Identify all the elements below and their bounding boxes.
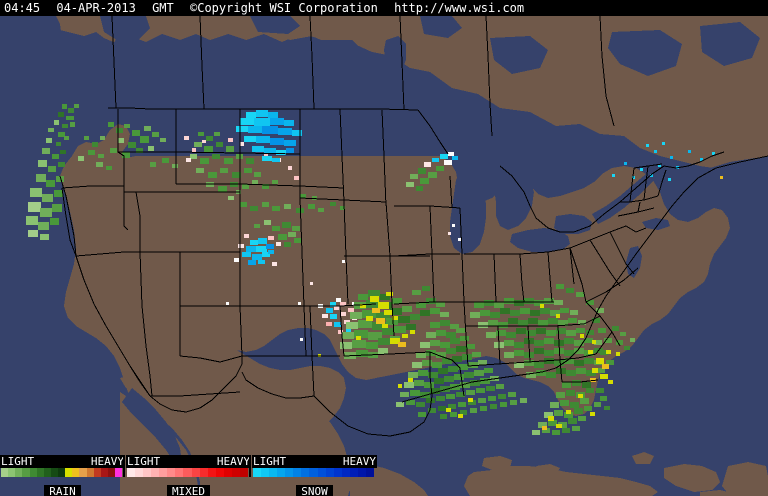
legend-snow-footer: SNOW: [252, 480, 377, 496]
legend-snow-heavy-label: HEAVY: [342, 455, 376, 468]
legend-color-step: [135, 468, 144, 477]
legend-mixed-footer: MIXED: [126, 480, 251, 496]
legend-divider-1: [123, 455, 125, 477]
legend-color-step: [223, 468, 232, 477]
landmass-canada: [0, 16, 768, 176]
radar-legend: LIGHT HEAVY RAIN LIGHT HEAVY MIXED LIGHT: [0, 455, 384, 496]
legend-color-step: [115, 468, 123, 477]
legend-color-step: [36, 468, 44, 477]
legend-color-step: [29, 468, 37, 477]
legend-snow-light-label: LIGHT: [253, 455, 287, 468]
legend-color-step: [231, 468, 240, 477]
legend-color-step: [207, 468, 216, 477]
legend-color-step: [239, 468, 248, 477]
puget-sound-waterways: [54, 36, 138, 144]
timestamp-timezone: GMT: [152, 1, 174, 15]
legend-color-step: [100, 468, 108, 477]
legend-rain-gradient: [1, 468, 123, 477]
header-bar: 04:45 04-APR-2013 GMT ©Copyright WSI Cor…: [0, 0, 768, 16]
legend-color-step: [349, 468, 358, 477]
legend-divider-2: [249, 455, 251, 477]
west-coast-detail: [60, 176, 346, 436]
legend-color-step: [65, 468, 73, 477]
legend-mixed-light-label: LIGHT: [127, 455, 161, 468]
legend-color-step: [191, 468, 200, 477]
east-coast-features: [626, 218, 670, 278]
legend-color-step: [22, 468, 30, 477]
coastline-outline: [59, 155, 768, 403]
legend-snow-header: LIGHT HEAVY: [252, 455, 377, 468]
precip-inland-northwest: [96, 122, 178, 170]
source-url[interactable]: http://www.wsi.com: [394, 1, 525, 15]
legend-block-rain: LIGHT HEAVY RAIN: [0, 455, 125, 496]
legend-color-step: [301, 468, 310, 477]
atlantic-gulf-water: [120, 156, 768, 496]
legend-color-step: [79, 468, 87, 477]
legend-color-step: [15, 468, 23, 477]
copyright-notice: ©Copyright WSI Corporation: [190, 1, 378, 15]
legend-color-step: [72, 468, 80, 477]
legend-color-step: [199, 468, 208, 477]
legend-rain-heavy-label: HEAVY: [90, 455, 124, 468]
legend-color-step: [127, 468, 136, 477]
legend-color-step: [357, 468, 366, 477]
legend-color-step: [86, 468, 94, 477]
caribbean-islands: [228, 452, 768, 496]
legend-color-step: [58, 468, 66, 477]
legend-color-step: [293, 468, 302, 477]
legend-color-step: [325, 468, 334, 477]
legend-color-step: [8, 468, 16, 477]
legend-color-step: [333, 468, 342, 477]
legend-snow-gradient: [253, 468, 374, 477]
legend-block-mixed: LIGHT HEAVY MIXED: [126, 455, 251, 496]
legend-mixed-header: LIGHT HEAVY: [126, 455, 251, 468]
legend-color-step: [365, 468, 374, 477]
legend-block-snow: LIGHT HEAVY SNOW: [252, 455, 377, 496]
pacific-ocean: [0, 16, 62, 496]
legend-mixed-heavy-label: HEAVY: [216, 455, 250, 468]
political-borders: [61, 16, 725, 437]
legend-color-step: [167, 468, 176, 477]
legend-rain-footer: RAIN: [0, 480, 125, 496]
precip-upper-michigan: [406, 152, 458, 191]
precipitation-layer: [26, 104, 723, 435]
legend-rain-header: LIGHT HEAVY: [0, 455, 125, 468]
precip-florida: [532, 380, 610, 435]
legend-color-step: [143, 468, 152, 477]
legend-snow-title: SNOW: [296, 485, 333, 496]
legend-color-step: [50, 468, 58, 477]
radar-map[interactable]: [0, 16, 768, 496]
precip-northern-rockies: [184, 132, 299, 192]
legend-color-step: [285, 468, 294, 477]
legend-color-step: [107, 468, 115, 477]
legend-color-step: [1, 468, 9, 477]
legend-color-step: [43, 468, 51, 477]
precip-north-dakota-snow: [236, 110, 302, 162]
legend-color-step: [341, 468, 350, 477]
legend-color-step: [175, 468, 184, 477]
legend-color-step: [317, 468, 326, 477]
legend-color-step: [93, 468, 101, 477]
legend-color-step: [261, 468, 270, 477]
legend-color-step: [253, 468, 262, 477]
legend-color-step: [277, 468, 286, 477]
legend-color-step: [151, 468, 160, 477]
legend-color-step: [183, 468, 192, 477]
legend-color-step: [309, 468, 318, 477]
legend-mixed-title: MIXED: [166, 485, 211, 496]
precip-southern-plains: [340, 286, 449, 359]
legend-rain-light-label: LIGHT: [1, 455, 35, 468]
timestamp-time: 04:45: [4, 1, 41, 15]
precip-pacific-northwest: [26, 104, 105, 240]
legend-color-step: [269, 468, 278, 477]
canadian-water-bodies: [100, 16, 760, 76]
legend-rain-title: RAIN: [44, 485, 81, 496]
precip-northeast-flurries: [612, 142, 723, 181]
precip-colorado-snow: [234, 220, 301, 266]
timestamp-date: 04-APR-2013: [56, 1, 136, 15]
legend-color-step: [159, 468, 168, 477]
legend-color-step: [215, 468, 224, 477]
legend-mixed-gradient: [127, 468, 248, 477]
